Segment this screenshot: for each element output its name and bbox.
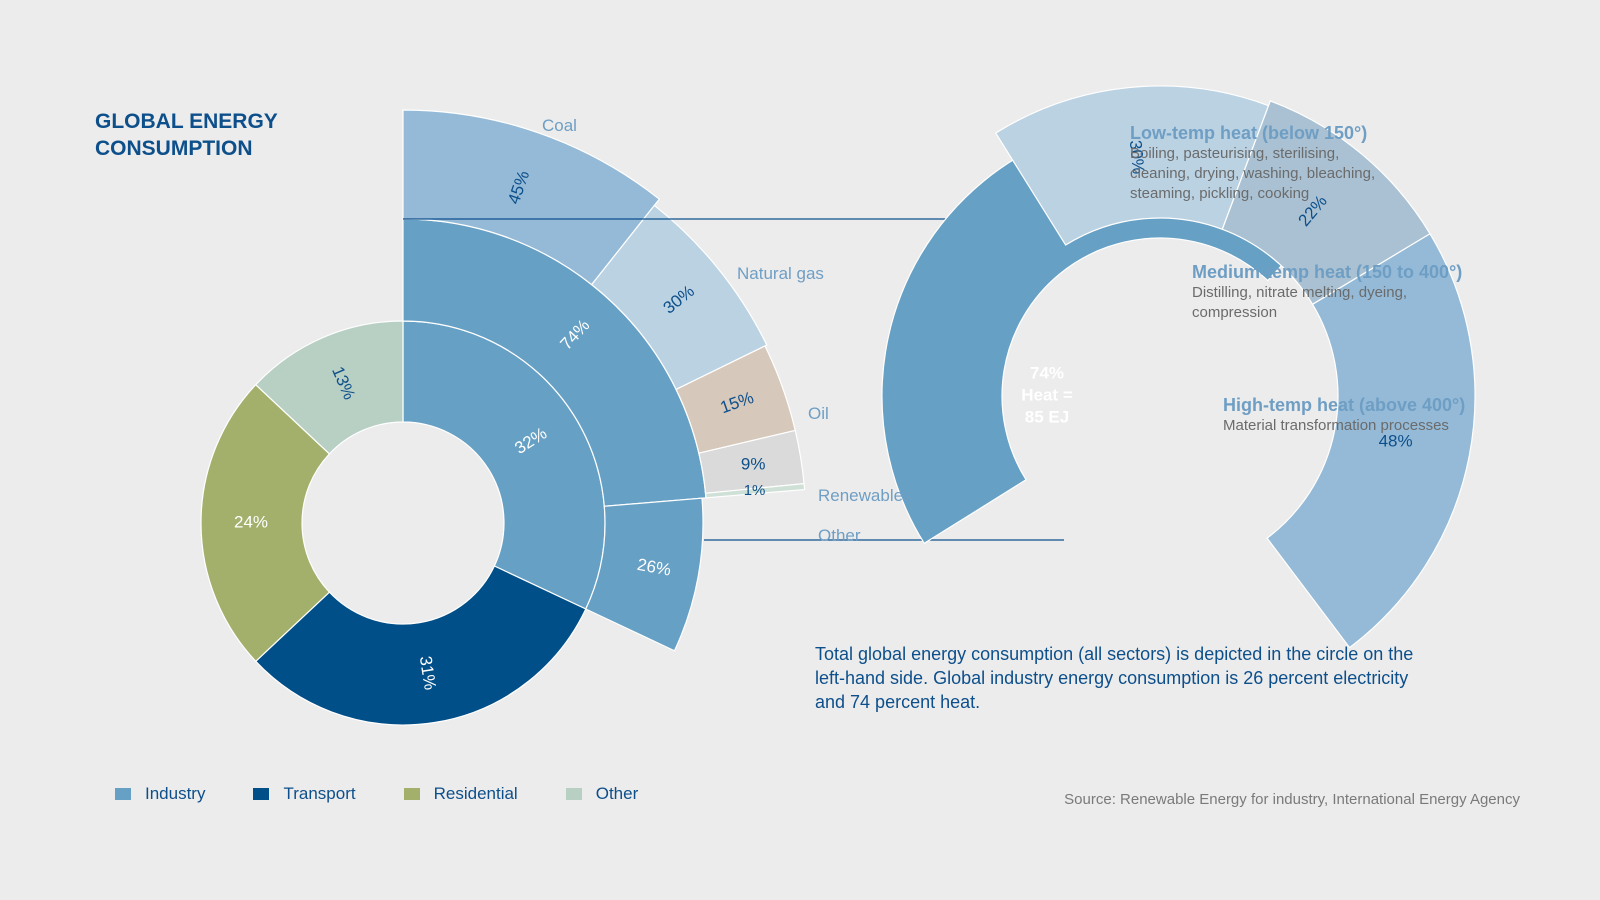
legend-item-industry: Industry bbox=[115, 784, 205, 804]
fuel-label-coal: Coal bbox=[542, 116, 577, 135]
legend-label-transport: Transport bbox=[283, 784, 356, 803]
medium-temp-desc-1: Distilling, nitrate melting, dyeing, bbox=[1192, 284, 1408, 301]
low-temp-desc-1: Boiling, pasteurising, sterilising, bbox=[1130, 145, 1340, 162]
heat-slice-low-temp-heat-below-150 bbox=[994, 85, 1270, 246]
fuel-slice-coal bbox=[402, 109, 661, 286]
fuel-label-renewables: Renewables bbox=[818, 486, 912, 505]
source-note: Source: Renewable Energy for industry, I… bbox=[1064, 791, 1520, 808]
heat-center-line-3: 85 EJ bbox=[1025, 407, 1069, 426]
medium-temp-desc-2: compression bbox=[1192, 304, 1278, 321]
chart-title: GLOBAL ENERGY CONSUMPTION bbox=[95, 108, 278, 162]
fuel-slice-other bbox=[704, 482, 806, 499]
high-temp-desc-1: Material transformation processes bbox=[1223, 417, 1449, 434]
industry-slice-electricity bbox=[584, 497, 704, 652]
legend: Industry Transport Residential Other bbox=[115, 784, 686, 804]
legend-swatch-transport bbox=[253, 788, 270, 800]
title-line-1: GLOBAL ENERGY bbox=[95, 110, 278, 133]
heat-center-line-2: Heat = bbox=[1021, 385, 1073, 404]
medium-temp-heat-info: Medium-temp heat (150 to 400°) Distillin… bbox=[1192, 261, 1462, 323]
sector-slice-transport bbox=[254, 565, 587, 726]
title-line-2: CONSUMPTION bbox=[95, 137, 253, 160]
chart-note: Total global energy consumption (all sec… bbox=[815, 644, 1414, 712]
legend-item-transport: Transport bbox=[253, 784, 356, 804]
fuel-label-other: 1% bbox=[744, 482, 766, 499]
sector-label-residential: 24% bbox=[234, 512, 268, 531]
legend-label-residential: Residential bbox=[433, 784, 518, 803]
legend-item-other: Other bbox=[565, 784, 639, 804]
heat-label-high-temp-heat-above-400: 48% bbox=[1379, 431, 1413, 450]
legend-swatch-other bbox=[565, 788, 582, 800]
high-temp-heading: High-temp heat (above 400°) bbox=[1223, 395, 1466, 415]
heat-label-low-temp-heat-below-150: 30% bbox=[1126, 139, 1148, 175]
medium-temp-heading: Medium-temp heat (150 to 400°) bbox=[1192, 262, 1463, 282]
legend-label-industry: Industry bbox=[145, 784, 206, 803]
legend-label-other: Other bbox=[595, 784, 639, 803]
low-temp-heading: Low-temp heat (below 150°) bbox=[1130, 123, 1368, 143]
fuel-label-oil: Oil bbox=[808, 404, 829, 423]
low-temp-desc-2: cleaning, drying, washing, bleaching, bbox=[1130, 165, 1376, 182]
legend-swatch-industry bbox=[115, 788, 131, 800]
fuel-label-natural-gas: Natural gas bbox=[737, 264, 824, 283]
high-temp-heat-info: High-temp heat (above 400°) Material tra… bbox=[1223, 394, 1465, 436]
low-temp-heat-info: Low-temp heat (below 150°) Boiling, past… bbox=[1130, 122, 1375, 204]
legend-item-residential: Residential bbox=[403, 784, 518, 804]
fuel-label-other: Other bbox=[818, 526, 861, 545]
heat-slice-high-temp-heat-above-400 bbox=[1266, 232, 1476, 649]
sector-slice-residential bbox=[200, 383, 331, 663]
heat-center-line-1: 74% bbox=[1030, 363, 1064, 382]
low-temp-desc-3: steaming, pickling, cooking bbox=[1130, 185, 1310, 202]
legend-swatch-residential bbox=[403, 788, 420, 800]
fuel-label-renewables: 9% bbox=[741, 454, 766, 473]
